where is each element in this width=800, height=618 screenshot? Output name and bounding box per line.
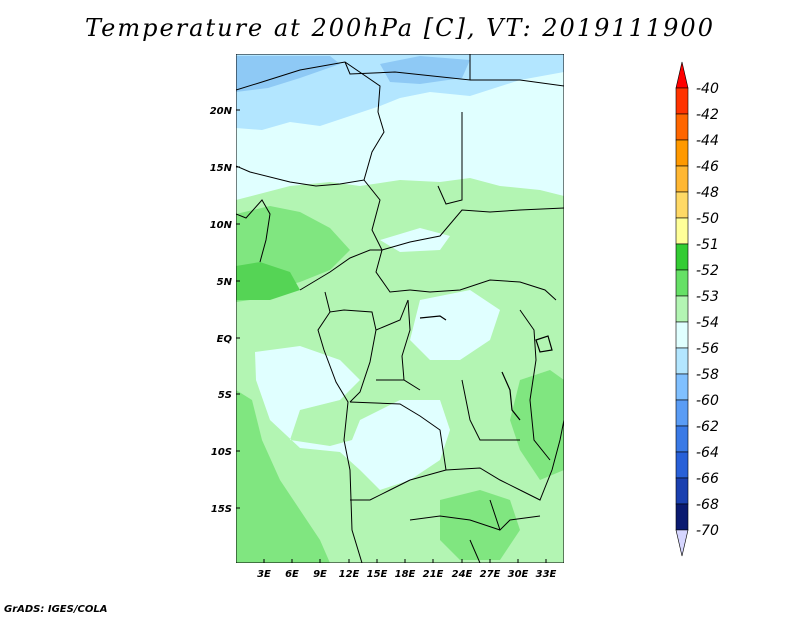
- colorbar-label: -52: [696, 263, 719, 279]
- colorbar-swatch: [675, 451, 689, 479]
- colorbar-swatch: [675, 477, 689, 505]
- lon-label: 15E: [367, 569, 388, 580]
- credit-text: GrADS: IGES/COLA: [4, 604, 108, 615]
- colorbar-swatch: [675, 321, 689, 349]
- contour-fill-minus56: [236, 54, 564, 130]
- colorbar-label: -56: [696, 341, 719, 357]
- colorbar-label: -44: [696, 133, 719, 149]
- colorbar-swatch: [675, 217, 689, 245]
- colorbar-swatch: [675, 347, 689, 375]
- lon-label: 27E: [480, 569, 501, 580]
- colorbar-label: -64: [696, 445, 719, 461]
- lakes: [419, 315, 553, 421]
- contour-fill-minus52-b: [236, 390, 330, 563]
- colorbar-top-arrow: [675, 61, 689, 89]
- contour-fill-minus52-c: [510, 370, 564, 480]
- colorbar-label: -50: [696, 211, 719, 227]
- colorbar-label: -60: [696, 393, 719, 409]
- colorbar-swatch: [675, 425, 689, 453]
- colorbar-label: -51: [696, 237, 719, 253]
- map-area: [236, 54, 564, 563]
- lat-label: EQ: [217, 334, 233, 345]
- colorbar-swatch: [675, 113, 689, 141]
- colorbar-label: -58: [696, 367, 719, 383]
- contour-fill-minus52-d: [440, 490, 520, 560]
- colorbar-swatch: [675, 165, 689, 193]
- colorbar-swatch: [675, 87, 689, 115]
- contour-fill-minus54-b: [255, 346, 450, 490]
- colorbar-swatch: [675, 503, 689, 531]
- lon-label: 24E: [452, 569, 473, 580]
- lon-label: 33E: [536, 569, 557, 580]
- colorbar-swatch: [675, 243, 689, 271]
- lat-label: 5S: [218, 390, 232, 401]
- colorbar: -40 -42 -44 -46 -48 -50 -51 -52 -53 -54 -56 -58 -60 -…: [675, 61, 719, 557]
- colorbar-label: -46: [696, 159, 719, 175]
- colorbar-label: -40: [696, 81, 719, 97]
- lat-label: 15N: [210, 163, 233, 174]
- colorbar-label: -66: [696, 471, 719, 487]
- colorbar-label: -62: [696, 419, 719, 435]
- colorbar-label: -70: [696, 523, 719, 539]
- lat-label: 10N: [210, 220, 233, 231]
- colorbar-label: -53: [696, 289, 719, 305]
- latitude-ticks: [236, 109, 240, 509]
- contour-fill-minus58-b: [380, 56, 470, 84]
- colorbar-swatch: [675, 295, 689, 323]
- lon-label: 18E: [395, 569, 416, 580]
- colorbar-swatch: [675, 399, 689, 427]
- longitude-axis: 3E 6E 9E 12E 15E 18E 21E 24E 27E 30E 33E: [257, 569, 556, 580]
- lat-label: 15S: [211, 504, 232, 515]
- latitude-axis: 20N 15N 10N 5N EQ 5S 10S 15S: [210, 106, 233, 515]
- colorbar-swatch: [675, 139, 689, 167]
- lon-label: 6E: [285, 569, 299, 580]
- colorbar-swatch: [675, 191, 689, 219]
- lon-label: 9E: [313, 569, 327, 580]
- lat-label: 10S: [211, 447, 232, 458]
- colorbar-label: -42: [696, 107, 719, 123]
- lon-label: 21E: [423, 569, 444, 580]
- lon-label: 30E: [508, 569, 529, 580]
- colorbar-bottom-arrow: [675, 529, 689, 557]
- lat-label: 20N: [210, 106, 233, 117]
- colorbar-label: -54: [696, 315, 719, 331]
- country-borders: [236, 54, 564, 563]
- lon-label: 3E: [257, 569, 271, 580]
- lat-label: 5N: [217, 277, 233, 288]
- longitude-ticks: [263, 559, 547, 563]
- chart-title: Temperature at 200hPa [C], VT: 201911190…: [85, 14, 715, 42]
- colorbar-swatch: [675, 269, 689, 297]
- colorbar-label: -68: [696, 497, 719, 513]
- colorbar-label: -48: [696, 185, 719, 201]
- contour-fill-minus51: [236, 262, 300, 300]
- lon-label: 12E: [339, 569, 360, 580]
- colorbar-swatch: [675, 373, 689, 401]
- contour-fill-minus54-c: [410, 290, 500, 360]
